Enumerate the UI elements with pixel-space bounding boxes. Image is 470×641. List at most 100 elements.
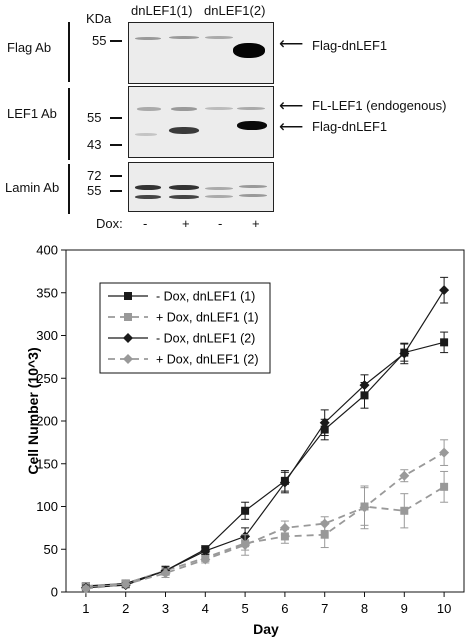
band xyxy=(239,185,267,188)
x-tick-label: 3 xyxy=(162,601,169,616)
data-point xyxy=(359,502,370,513)
band xyxy=(205,187,233,190)
band xyxy=(135,133,157,136)
data-point xyxy=(200,545,211,556)
marker-label: 55 xyxy=(87,183,102,198)
x-tick-label: 2 xyxy=(122,601,129,616)
data-point xyxy=(160,568,171,579)
growth-line-chart: 0 50 100 150 200 250 300 350 400 1 2 3 4 5 6 7 8 9 10 - Do… xyxy=(25,243,465,637)
y-tick-label: 350 xyxy=(36,285,58,300)
band xyxy=(135,185,161,190)
band xyxy=(169,36,199,39)
panel-label-flag-ab: Flag Ab xyxy=(7,40,52,55)
marker-tick xyxy=(110,117,122,119)
arrow-icon: ⟵ xyxy=(279,117,304,136)
x-tick-label: 6 xyxy=(281,601,288,616)
kda-label: KDa xyxy=(86,11,112,26)
marker-tick xyxy=(110,144,122,146)
series-2 xyxy=(81,470,449,591)
x-tick-label: 1 xyxy=(82,601,89,616)
data-point xyxy=(280,532,289,541)
data-point xyxy=(200,554,211,565)
data-point xyxy=(399,470,410,481)
blot-panel-lef1-ab xyxy=(128,86,274,158)
marker-label: 72 xyxy=(87,168,102,183)
legend-marker xyxy=(124,313,132,321)
band xyxy=(169,127,199,134)
annotation-flag-dnlef1: Flag-dnLEF1 xyxy=(312,119,388,134)
panel-label-lamin-ab: Lamin Ab xyxy=(5,180,60,195)
series-line xyxy=(85,341,445,587)
y-tick-label: 100 xyxy=(36,499,58,514)
legend-marker xyxy=(123,354,133,364)
band xyxy=(169,185,199,190)
marker-tick xyxy=(110,40,122,42)
band-flag-dnlef1 xyxy=(233,43,265,58)
series-line xyxy=(85,451,445,590)
data-point xyxy=(279,522,290,533)
data-point xyxy=(400,506,409,515)
data-point xyxy=(440,338,449,347)
marker-label: 55 xyxy=(92,33,107,48)
data-point xyxy=(439,447,450,458)
blot-panel-flag-ab xyxy=(128,22,274,84)
data-point xyxy=(241,506,250,515)
data-point xyxy=(440,482,449,491)
y-tick-label: 400 xyxy=(36,243,58,258)
panel-label-lef1-ab: LEF1 Ab xyxy=(7,106,57,121)
y-tick-label: 200 xyxy=(36,414,58,429)
panel-bracket xyxy=(68,164,70,214)
marker-label: 43 xyxy=(87,137,102,152)
band xyxy=(135,195,161,199)
lane-group-label-1: dnLEF1(1) xyxy=(131,3,193,18)
legend-marker xyxy=(123,333,133,343)
band xyxy=(205,107,233,110)
legend-marker xyxy=(124,292,132,300)
series-4 xyxy=(80,439,450,594)
band xyxy=(205,36,233,39)
band xyxy=(237,107,265,110)
legend-label: - Dox, dnLEF1 (2) xyxy=(156,332,255,346)
blot-panel-lamin-ab xyxy=(128,162,274,212)
arrow-icon: ⟵ xyxy=(279,34,304,53)
data-point xyxy=(80,583,91,594)
data-point xyxy=(319,417,330,428)
series-line xyxy=(85,486,445,587)
band xyxy=(169,195,199,199)
marker-tick xyxy=(110,175,122,177)
data-point xyxy=(279,477,290,488)
dox-sign: + xyxy=(182,216,190,231)
band xyxy=(135,37,161,40)
y-tick-label: 250 xyxy=(36,371,58,386)
legend-label: - Dox, dnLEF1 (1) xyxy=(156,290,255,304)
data-point xyxy=(320,530,329,539)
x-axis-title: Day xyxy=(253,621,279,637)
x-tick-label: 4 xyxy=(202,601,209,616)
marker-label: 55 xyxy=(87,110,102,125)
data-point xyxy=(319,518,330,529)
band xyxy=(171,107,197,111)
x-tick-label: 5 xyxy=(241,601,248,616)
x-tick-label: 7 xyxy=(321,601,328,616)
data-point xyxy=(439,285,450,296)
legend-label: + Dox, dnLEF1 (2) xyxy=(156,353,258,367)
x-tick-label: 10 xyxy=(437,601,451,616)
data-point xyxy=(359,380,370,391)
panel-bracket xyxy=(68,22,70,82)
marker-tick xyxy=(110,190,122,192)
arrow-icon: ⟵ xyxy=(279,96,304,115)
y-axis-title: Cell Number (10^3) xyxy=(25,347,41,474)
band-flag-dnlef1 xyxy=(237,121,267,130)
dox-sign: + xyxy=(252,216,260,231)
lane-group-label-2: dnLEF1(2) xyxy=(204,3,266,18)
annotation-flag-dnlef1: Flag-dnLEF1 xyxy=(312,38,388,53)
band xyxy=(137,107,161,111)
data-point xyxy=(240,539,251,550)
chart-series xyxy=(80,276,450,594)
legend-label: + Dox, dnLEF1 (1) xyxy=(156,311,258,325)
x-tick-label: 9 xyxy=(401,601,408,616)
chart-axes: 0 50 100 150 200 250 300 350 400 1 2 3 4 5 6 7 8 9 10 xyxy=(36,243,465,616)
chart-legend: - Dox, dnLEF1 (1) + Dox, dnLEF1 (1) - Dox,… xyxy=(99,282,271,374)
band xyxy=(239,194,267,197)
band xyxy=(205,195,233,198)
